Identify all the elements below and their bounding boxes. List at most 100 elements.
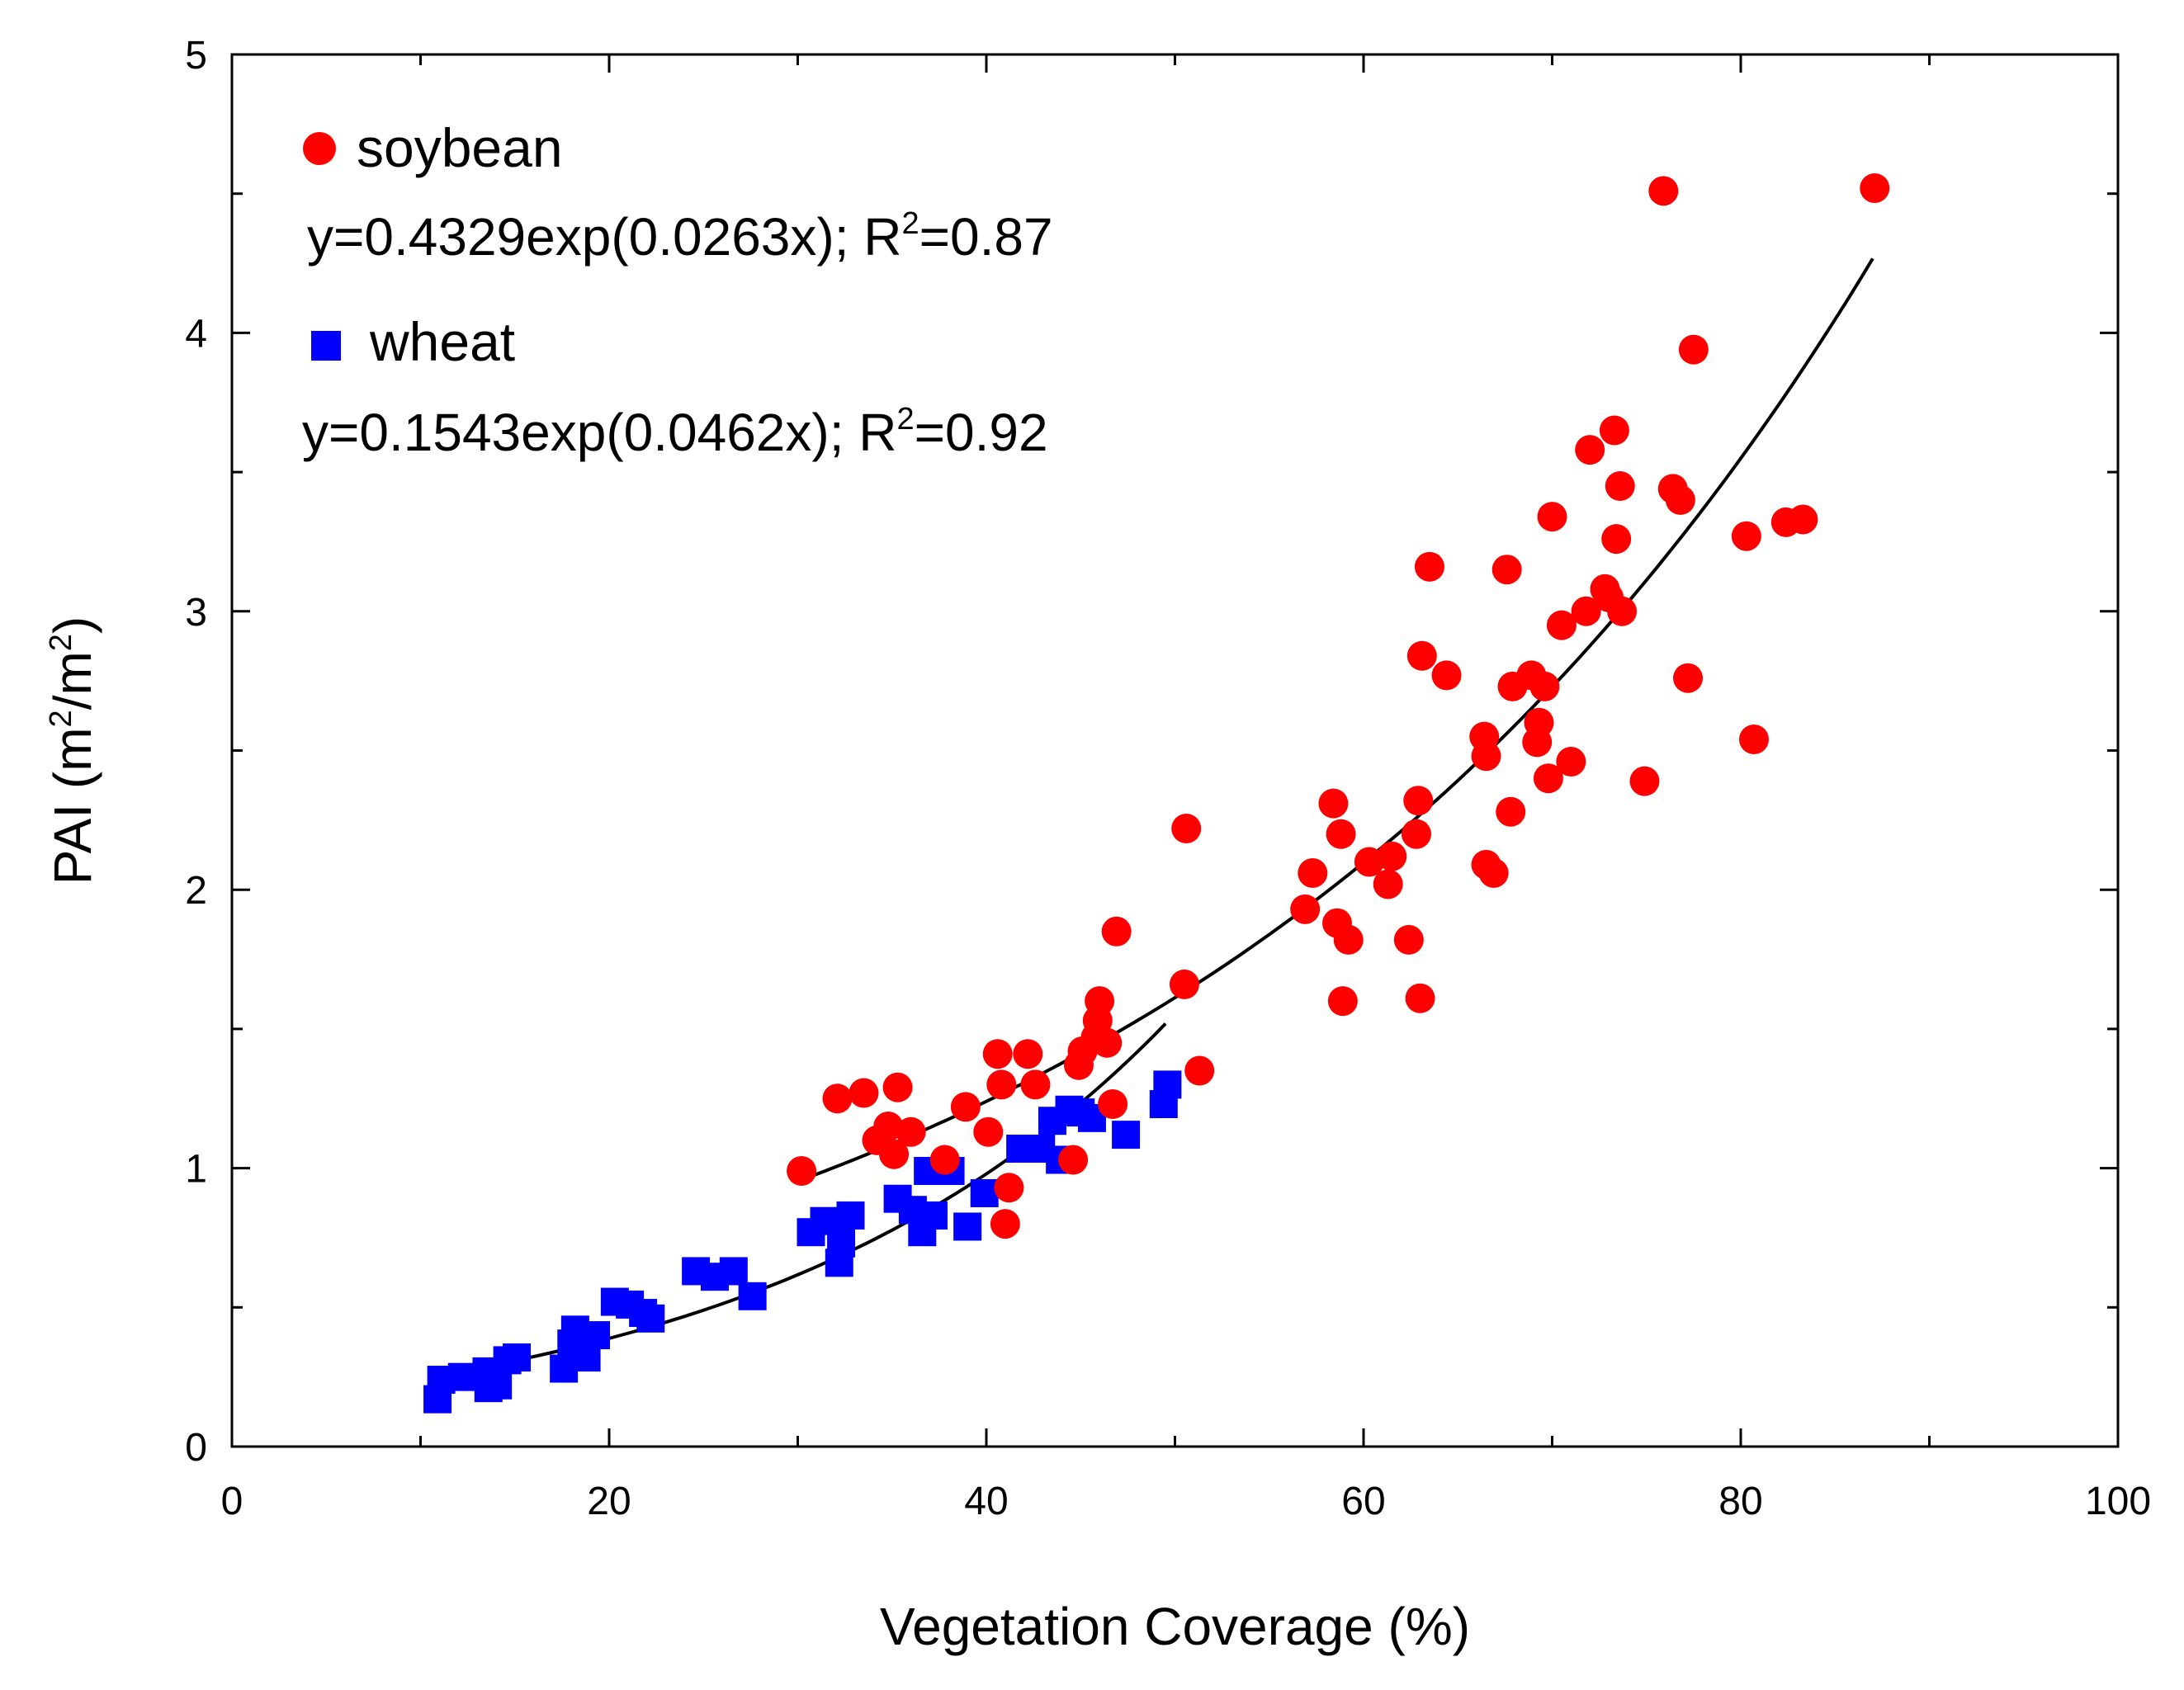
point-soybean <box>1860 172 1890 203</box>
y-tick-label: 2 <box>185 869 207 913</box>
point-soybean <box>1496 796 1526 827</box>
y-axis-title-main: PAI (m <box>43 727 102 885</box>
point-soybean <box>849 1078 879 1108</box>
point-soybean <box>1405 983 1435 1013</box>
point-soybean <box>1529 671 1560 701</box>
point-soybean <box>1571 596 1601 626</box>
point-soybean <box>1478 857 1509 888</box>
legend-label-wheat: wheat <box>369 311 515 372</box>
y-tick-label: 3 <box>185 591 207 635</box>
equation-soybean-r2-sup: 2 <box>901 206 919 241</box>
point-soybean <box>1184 1055 1215 1086</box>
point-soybean <box>1169 969 1199 999</box>
point-soybean <box>1101 916 1132 946</box>
point-soybean <box>787 1155 817 1186</box>
point-soybean <box>1678 334 1709 365</box>
point-soybean <box>990 1209 1020 1239</box>
y-axis-title: PAI (m2/m2) <box>43 616 102 885</box>
point-soybean <box>1471 741 1501 772</box>
point-soybean <box>1546 610 1577 640</box>
point-soybean <box>1601 524 1632 555</box>
equation-soybean-suffix: =0.87 <box>919 207 1053 267</box>
point-soybean <box>1788 504 1818 535</box>
point-soybean <box>986 1069 1017 1100</box>
point-soybean <box>1401 819 1431 849</box>
point-soybean <box>1605 470 1635 501</box>
point-wheat <box>582 1321 611 1350</box>
point-soybean <box>1648 176 1679 206</box>
point-wheat <box>636 1304 665 1333</box>
point-soybean <box>1607 596 1638 626</box>
point-soybean <box>1098 1088 1128 1119</box>
point-soybean <box>1020 1069 1051 1100</box>
point-soybean <box>1665 484 1695 515</box>
point-soybean <box>822 1083 853 1114</box>
point-soybean <box>973 1116 1004 1147</box>
point-soybean <box>1333 924 1364 955</box>
point-soybean <box>1406 640 1437 671</box>
axis-ticks <box>230 53 2120 1448</box>
x-axis-title: Vegetation Coverage (%) <box>880 1597 1470 1656</box>
point-soybean <box>1393 924 1424 955</box>
point-wheat <box>1112 1121 1141 1149</box>
point-soybean <box>1431 660 1462 691</box>
equation-soybean: y=0.4329exp(0.0263x); R2=0.87 <box>307 206 1053 267</box>
fit-curve-wheat <box>439 1022 1167 1377</box>
point-soybean <box>1738 725 1769 755</box>
point-wheat <box>503 1343 532 1372</box>
point-soybean <box>1414 551 1444 582</box>
point-wheat <box>447 1362 476 1391</box>
point-wheat <box>836 1201 865 1230</box>
point-soybean <box>1575 435 1605 465</box>
point-soybean <box>1491 555 1522 585</box>
point-soybean <box>1085 986 1115 1017</box>
point-soybean <box>1731 521 1761 551</box>
point-soybean <box>1013 1039 1043 1069</box>
data-points <box>423 172 1890 1414</box>
point-wheat <box>919 1201 948 1230</box>
equation-wheat-r2-sup: 2 <box>896 402 914 437</box>
point-soybean <box>879 1139 910 1169</box>
y-axis-title-sup: 2 <box>44 710 78 727</box>
point-wheat <box>738 1282 767 1310</box>
axis-tick-labels: 0 20 40 60 80 100 0 1 2 3 4 5 <box>185 34 2151 1523</box>
x-tick-label: 60 <box>1341 1480 1385 1523</box>
point-soybean <box>1373 869 1403 899</box>
equation-wheat-suffix: =0.92 <box>915 403 1048 462</box>
point-soybean <box>1318 788 1349 819</box>
point-wheat <box>1153 1070 1182 1099</box>
point-soybean <box>1354 847 1384 877</box>
point-wheat <box>719 1257 748 1286</box>
point-soybean <box>982 1039 1013 1069</box>
equation-soybean-prefix: y=0.4329exp(0.0263x); R <box>307 207 901 267</box>
point-soybean <box>1673 663 1704 693</box>
equation-wheat: y=0.1543exp(0.0462x); R2=0.92 <box>302 402 1048 462</box>
legend: soybean y=0.4329exp(0.0263x); R2=0.87 wh… <box>302 117 1053 462</box>
fit-curve-soybean <box>797 257 1874 1183</box>
point-soybean <box>1533 763 1563 794</box>
point-soybean <box>882 1072 913 1102</box>
point-soybean <box>1537 502 1567 532</box>
y-tick-label: 0 <box>185 1426 207 1470</box>
point-soybean <box>929 1145 960 1175</box>
point-soybean <box>950 1092 981 1122</box>
x-tick-label: 80 <box>1718 1480 1762 1523</box>
point-soybean <box>1629 766 1660 796</box>
point-soybean <box>896 1116 926 1147</box>
y-tick-label: 4 <box>185 312 207 356</box>
y-tick-label: 1 <box>185 1148 207 1192</box>
point-soybean <box>1556 746 1586 777</box>
point-soybean <box>873 1111 904 1141</box>
y-axis-title-sup: 2 <box>44 634 78 651</box>
y-tick-label: 5 <box>185 34 207 78</box>
point-soybean <box>1092 1027 1123 1058</box>
y-axis-title-mid: /m <box>43 651 102 710</box>
point-soybean <box>1298 857 1328 888</box>
point-soybean <box>1326 819 1356 849</box>
point-wheat <box>953 1212 982 1241</box>
legend-marker-wheat <box>311 331 341 361</box>
point-wheat <box>484 1371 513 1400</box>
point-soybean <box>994 1173 1024 1203</box>
point-soybean <box>1290 894 1321 924</box>
